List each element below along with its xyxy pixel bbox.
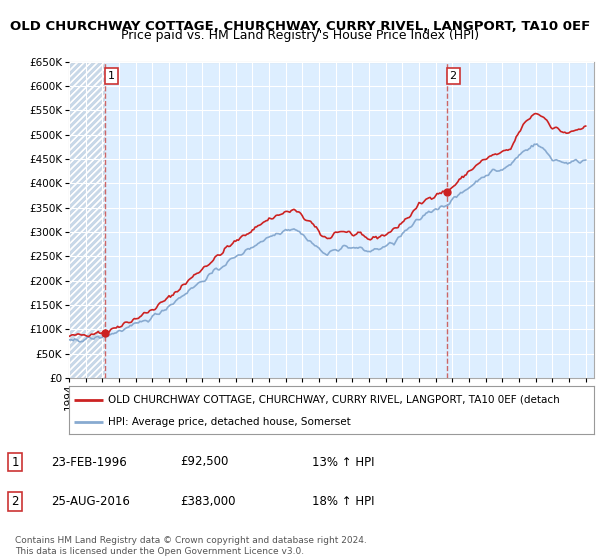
Text: OLD CHURCHWAY COTTAGE, CHURCHWAY, CURRY RIVEL, LANGPORT, TA10 0EF: OLD CHURCHWAY COTTAGE, CHURCHWAY, CURRY …: [10, 20, 590, 32]
Bar: [69, 62, 104, 378]
Text: Contains HM Land Registry data © Crown copyright and database right 2024.
This d: Contains HM Land Registry data © Crown c…: [15, 536, 367, 556]
Text: OLD CHURCHWAY COTTAGE, CHURCHWAY, CURRY RIVEL, LANGPORT, TA10 0EF (detach: OLD CHURCHWAY COTTAGE, CHURCHWAY, CURRY …: [109, 395, 560, 405]
Text: Price paid vs. HM Land Registry's House Price Index (HPI): Price paid vs. HM Land Registry's House …: [121, 29, 479, 42]
Text: 2: 2: [449, 71, 457, 81]
Bar: [69, 62, 104, 378]
Text: HPI: Average price, detached house, Somerset: HPI: Average price, detached house, Some…: [109, 417, 351, 427]
Text: 2: 2: [11, 494, 19, 508]
Text: 13% ↑ HPI: 13% ↑ HPI: [312, 455, 374, 469]
Text: 25-AUG-2016: 25-AUG-2016: [51, 494, 130, 508]
Text: 1: 1: [11, 455, 19, 469]
Text: £383,000: £383,000: [180, 494, 235, 508]
Text: 23-FEB-1996: 23-FEB-1996: [51, 455, 127, 469]
Text: 18% ↑ HPI: 18% ↑ HPI: [312, 494, 374, 508]
Text: £92,500: £92,500: [180, 455, 229, 469]
Text: 1: 1: [108, 71, 115, 81]
